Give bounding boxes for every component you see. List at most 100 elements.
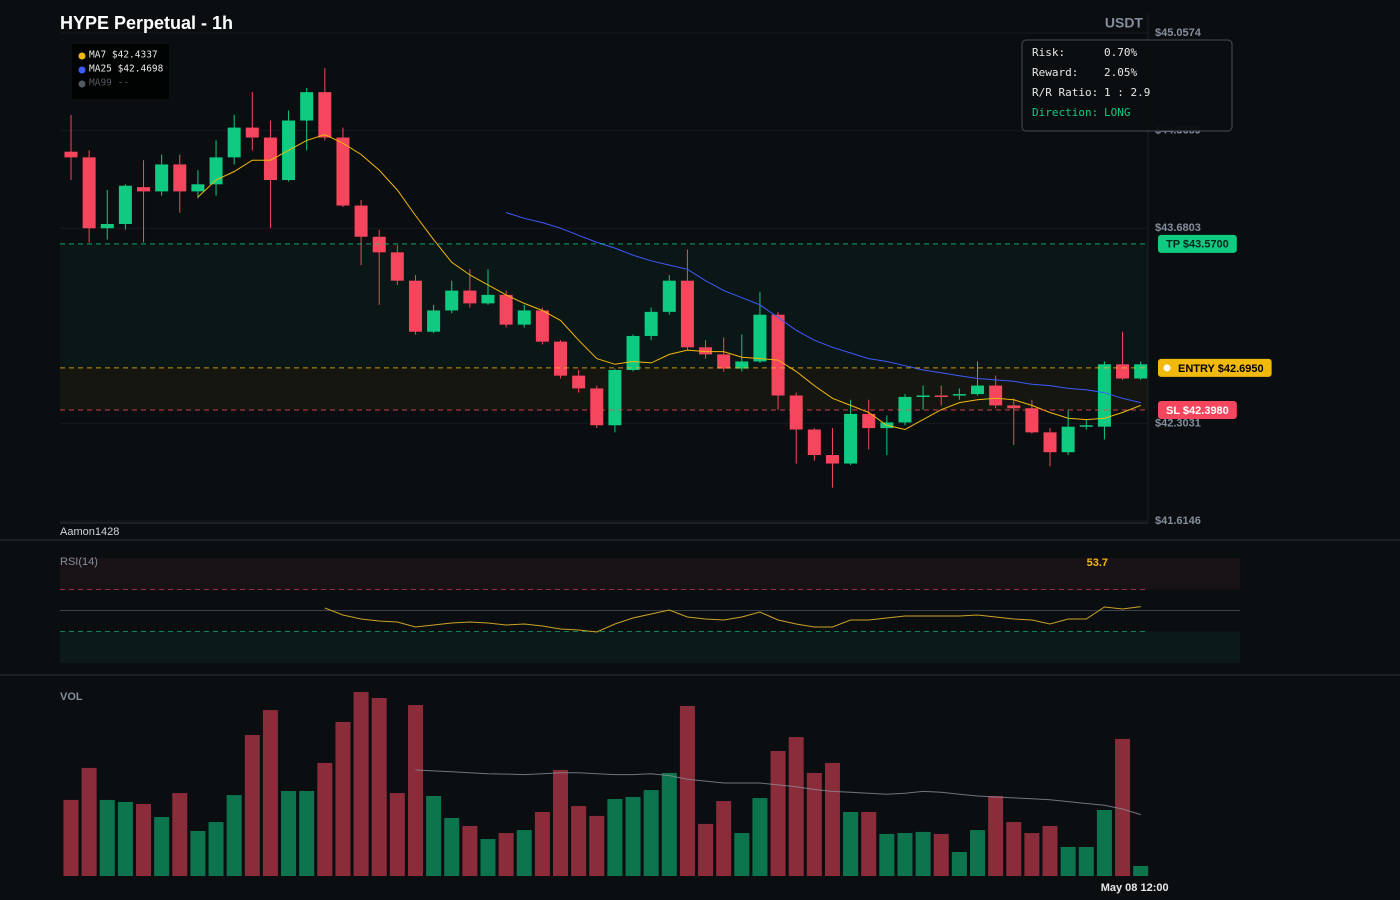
volume-bar <box>734 833 750 876</box>
volume-bar <box>516 830 532 876</box>
volume-bar <box>553 769 569 876</box>
candle-body <box>445 290 459 311</box>
candle-body <box>862 413 876 429</box>
watermark: Aamon1428 <box>60 526 119 538</box>
volume-bar <box>951 852 967 876</box>
candle-body <box>916 395 930 397</box>
volume-bar <box>389 793 405 876</box>
legend-label: MA99 -- <box>89 78 129 89</box>
volume-title: VOL <box>60 691 83 703</box>
candle-body <box>336 137 350 206</box>
candle-body <box>209 157 223 185</box>
volume-bar <box>824 762 840 876</box>
candle-body <box>989 385 1003 406</box>
volume-bar <box>226 795 242 876</box>
moving-average-line <box>197 134 1141 431</box>
volume-bar <box>679 705 695 876</box>
candle-body <box>608 369 622 426</box>
volume-bar <box>643 790 659 876</box>
candle-body <box>680 280 694 348</box>
volume-bar <box>806 772 822 876</box>
legend-swatch <box>78 80 86 88</box>
volume-bar <box>933 833 949 876</box>
candle-body <box>735 361 749 369</box>
volume-bar <box>716 801 732 876</box>
volume-bar <box>1078 846 1094 876</box>
volume-bar <box>136 804 152 876</box>
candle-body <box>263 137 277 181</box>
volume-bar <box>299 790 315 876</box>
volume-bar <box>589 815 605 876</box>
candle-body <box>354 205 368 237</box>
info-value: 2.05% <box>1104 66 1137 79</box>
background-layer <box>60 32 1240 663</box>
info-value: 1 : 2.9 <box>1104 86 1150 99</box>
volume-bar <box>81 767 97 876</box>
volume-bar <box>1060 846 1076 876</box>
rsi-line <box>324 606 1141 633</box>
legend-label: MA25 $42.4698 <box>89 64 164 75</box>
candle-body <box>971 385 984 395</box>
candle-body <box>898 396 912 423</box>
volume-bar <box>317 762 333 876</box>
candle-body <box>427 310 441 332</box>
volume-bar <box>534 812 550 876</box>
level-label: TP $43.5700 <box>1166 239 1229 251</box>
volume-bar <box>1042 825 1058 876</box>
volume-bar <box>752 798 768 876</box>
candle-body <box>372 236 386 253</box>
candle-body <box>934 395 948 397</box>
volume-bar <box>371 697 387 876</box>
volume-bar <box>1024 833 1040 876</box>
candle-body <box>463 290 477 304</box>
y-tick-label: $42.3031 <box>1155 417 1201 429</box>
volume-bar <box>970 830 985 876</box>
y-tick-label: $43.6803 <box>1155 222 1201 234</box>
volume-bar <box>698 823 714 876</box>
level-label-box <box>1158 234 1237 253</box>
level-zone <box>60 243 1148 368</box>
candle-body <box>1097 364 1111 427</box>
candle-body <box>535 310 549 342</box>
volume-bar <box>208 822 224 876</box>
y-tick-label: $45.0574 <box>1155 27 1202 39</box>
info-key: R/R Ratio: <box>1032 86 1098 99</box>
candle-body <box>1043 432 1057 453</box>
candle-body <box>699 347 713 355</box>
volume-bar <box>172 793 188 876</box>
volume-bar <box>607 798 623 876</box>
candle-body <box>717 354 731 369</box>
level-zone <box>60 367 1148 410</box>
candle-body <box>118 185 132 224</box>
volume-bar <box>190 830 206 876</box>
volume-bar <box>571 806 587 876</box>
quote-currency: USDT <box>1105 15 1144 31</box>
moving-average-line <box>505 212 1141 404</box>
candle-body <box>644 311 658 336</box>
info-key: Risk: <box>1032 46 1065 59</box>
candle-body <box>408 280 422 332</box>
level-label: ENTRY $42.6950 <box>1178 363 1264 375</box>
candle-body <box>155 164 169 192</box>
ma-legend-box <box>72 44 169 99</box>
candle-body <box>499 294 513 325</box>
info-key: Direction: <box>1032 106 1098 119</box>
volume-bar <box>625 796 641 876</box>
volume-bar <box>154 817 170 876</box>
candle-body <box>572 375 586 389</box>
volume-bar <box>117 801 133 876</box>
volume-bar <box>281 790 297 876</box>
candle-body <box>554 341 568 376</box>
candle-body <box>952 394 966 396</box>
volume-bar <box>788 737 804 876</box>
volume-bar <box>661 772 677 876</box>
info-key: Reward: <box>1032 66 1078 79</box>
candle-body <box>844 413 858 464</box>
volume-bar <box>861 812 877 876</box>
candle-body <box>100 223 114 229</box>
candle-body <box>1134 364 1148 379</box>
entry-dot <box>1163 364 1171 372</box>
candle-body <box>245 127 259 138</box>
candle-body <box>1007 405 1021 409</box>
